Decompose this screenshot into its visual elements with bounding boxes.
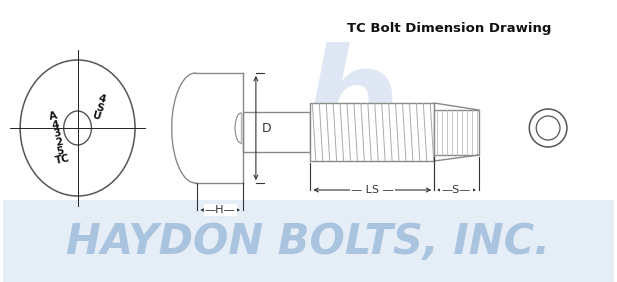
Text: —S—: —S— — [442, 185, 471, 195]
Text: D: D — [262, 122, 271, 135]
Text: 4
S
U: 4 S U — [92, 94, 107, 122]
Text: HAYDON BOLTS, INC.: HAYDON BOLTS, INC. — [67, 221, 550, 263]
Text: — LS —: — LS — — [351, 185, 394, 195]
Circle shape — [529, 109, 567, 147]
Text: TC Bolt Dimension Drawing: TC Bolt Dimension Drawing — [347, 22, 551, 35]
FancyBboxPatch shape — [243, 112, 310, 152]
Text: b: b — [303, 41, 397, 169]
Polygon shape — [172, 73, 196, 183]
FancyBboxPatch shape — [434, 110, 479, 155]
FancyBboxPatch shape — [3, 200, 615, 282]
Text: —H—: —H— — [205, 205, 236, 215]
Ellipse shape — [20, 60, 135, 196]
Text: A
4
3
2
5
TC: A 4 3 2 5 TC — [45, 110, 71, 166]
Circle shape — [536, 116, 560, 140]
FancyBboxPatch shape — [310, 103, 434, 161]
Ellipse shape — [64, 111, 91, 145]
